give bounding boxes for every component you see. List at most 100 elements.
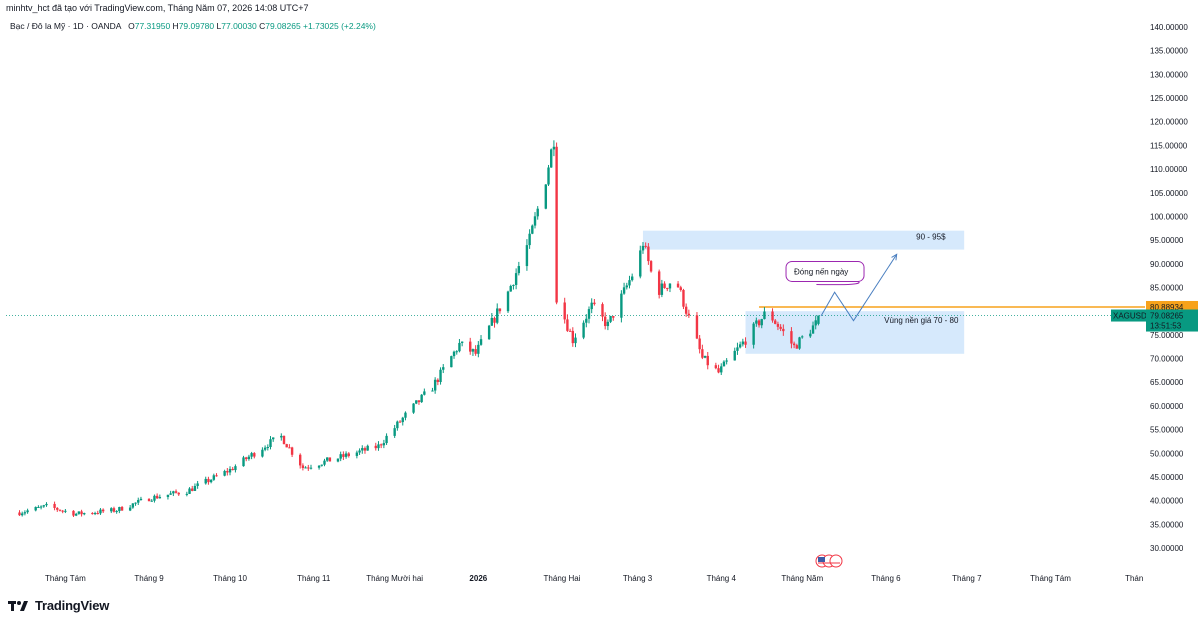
tradingview-footer[interactable]: TradingView <box>8 598 109 613</box>
candle <box>209 479 213 484</box>
candle <box>477 341 480 358</box>
y-tick-label: 110.00000 <box>1150 165 1188 174</box>
x-tick-label: Tháng 7 <box>952 574 982 583</box>
y-tick-label: 45.00000 <box>1150 473 1184 482</box>
candle <box>309 464 313 470</box>
candle <box>112 506 116 513</box>
candle-body <box>379 444 383 446</box>
candle <box>34 506 37 512</box>
base-zone-label: Vùng nền giá 70 - 80 <box>884 316 959 325</box>
candle-body <box>347 453 350 456</box>
candle <box>290 446 294 458</box>
candle <box>191 485 194 492</box>
candle <box>722 360 726 367</box>
candle-body <box>625 285 628 288</box>
x-tick-label: Thán <box>1125 574 1143 583</box>
candle-body <box>147 498 151 502</box>
y-tick-label: 75.00000 <box>1150 331 1184 340</box>
candle-body <box>703 355 707 358</box>
candle-body <box>398 421 402 423</box>
candle-body <box>585 318 588 323</box>
candle-body <box>45 503 48 506</box>
candle-body <box>120 507 124 511</box>
candle <box>531 224 534 235</box>
candle <box>790 327 793 349</box>
candle-body <box>269 439 272 448</box>
candle <box>736 342 739 355</box>
x-tick-label: Tháng 9 <box>134 574 164 583</box>
y-tick-label: 40.00000 <box>1150 497 1184 506</box>
candle <box>668 283 672 293</box>
candle-body <box>223 471 226 476</box>
candle-body <box>242 457 245 467</box>
candle <box>215 473 218 477</box>
y-tick-label: 65.00000 <box>1150 378 1184 387</box>
candle <box>490 313 494 326</box>
candle <box>172 490 175 497</box>
candle <box>612 315 615 321</box>
candle <box>698 335 701 354</box>
flag-icon[interactable] <box>815 554 843 568</box>
price-axis[interactable]: 30.00000 35.00000 40.00000 45.00000 50.00000… <box>1150 23 1188 553</box>
candle-body <box>798 337 801 349</box>
candle-body <box>593 302 596 305</box>
candle-body <box>760 319 763 326</box>
candle-body <box>207 478 210 483</box>
candle-body <box>134 502 137 504</box>
candle-body <box>458 342 461 352</box>
candle <box>458 339 461 353</box>
candle <box>752 322 755 349</box>
candle <box>304 466 307 469</box>
candle-body <box>738 344 742 348</box>
candle <box>779 324 782 332</box>
candle-body <box>442 367 445 370</box>
candle <box>517 261 521 276</box>
candle <box>644 242 647 249</box>
candle-body <box>450 356 453 368</box>
x-tick-label: Tháng 11 <box>297 574 331 583</box>
candle-body <box>601 304 604 317</box>
candle-body <box>323 460 326 465</box>
candle <box>606 319 610 331</box>
open-value: 77.31950 <box>134 21 171 31</box>
time-axis[interactable]: Tháng Tám Tháng 9 Tháng 10 Tháng 11 Tháng Mư… <box>45 574 1143 583</box>
candle <box>282 435 286 445</box>
candle-body <box>158 496 162 499</box>
candle-body <box>698 338 701 350</box>
candle <box>339 451 342 462</box>
price-tags: 80.88934 XAGUSD 79.08265 13:51:53 <box>1111 300 1198 332</box>
candle-body <box>471 349 475 352</box>
candle <box>811 321 815 334</box>
candle <box>53 501 56 511</box>
candle-body <box>544 184 548 209</box>
candle-body <box>606 321 610 327</box>
candle-body <box>226 471 229 473</box>
candle-body <box>460 341 464 343</box>
candle-body <box>215 475 218 477</box>
x-tick-label: Tháng 3 <box>623 574 653 583</box>
candle-body <box>128 507 132 511</box>
candle <box>193 483 197 492</box>
candle <box>323 458 326 467</box>
candle-body <box>174 491 178 493</box>
candle <box>455 350 458 355</box>
candle <box>169 490 172 495</box>
candle-body <box>423 391 426 395</box>
candle-body <box>514 273 518 285</box>
candle <box>363 446 367 454</box>
candle <box>134 502 137 506</box>
candle-body <box>209 479 213 483</box>
candle-body <box>547 167 550 185</box>
candle <box>37 505 40 509</box>
candle-body <box>72 510 75 516</box>
candle-body <box>647 246 650 262</box>
candle-body <box>23 512 27 514</box>
candle-body <box>34 507 37 511</box>
candle <box>242 455 245 467</box>
candle <box>377 441 380 451</box>
candle <box>153 494 156 503</box>
candle <box>436 378 440 386</box>
candle-body <box>782 328 785 332</box>
candle <box>174 489 178 494</box>
